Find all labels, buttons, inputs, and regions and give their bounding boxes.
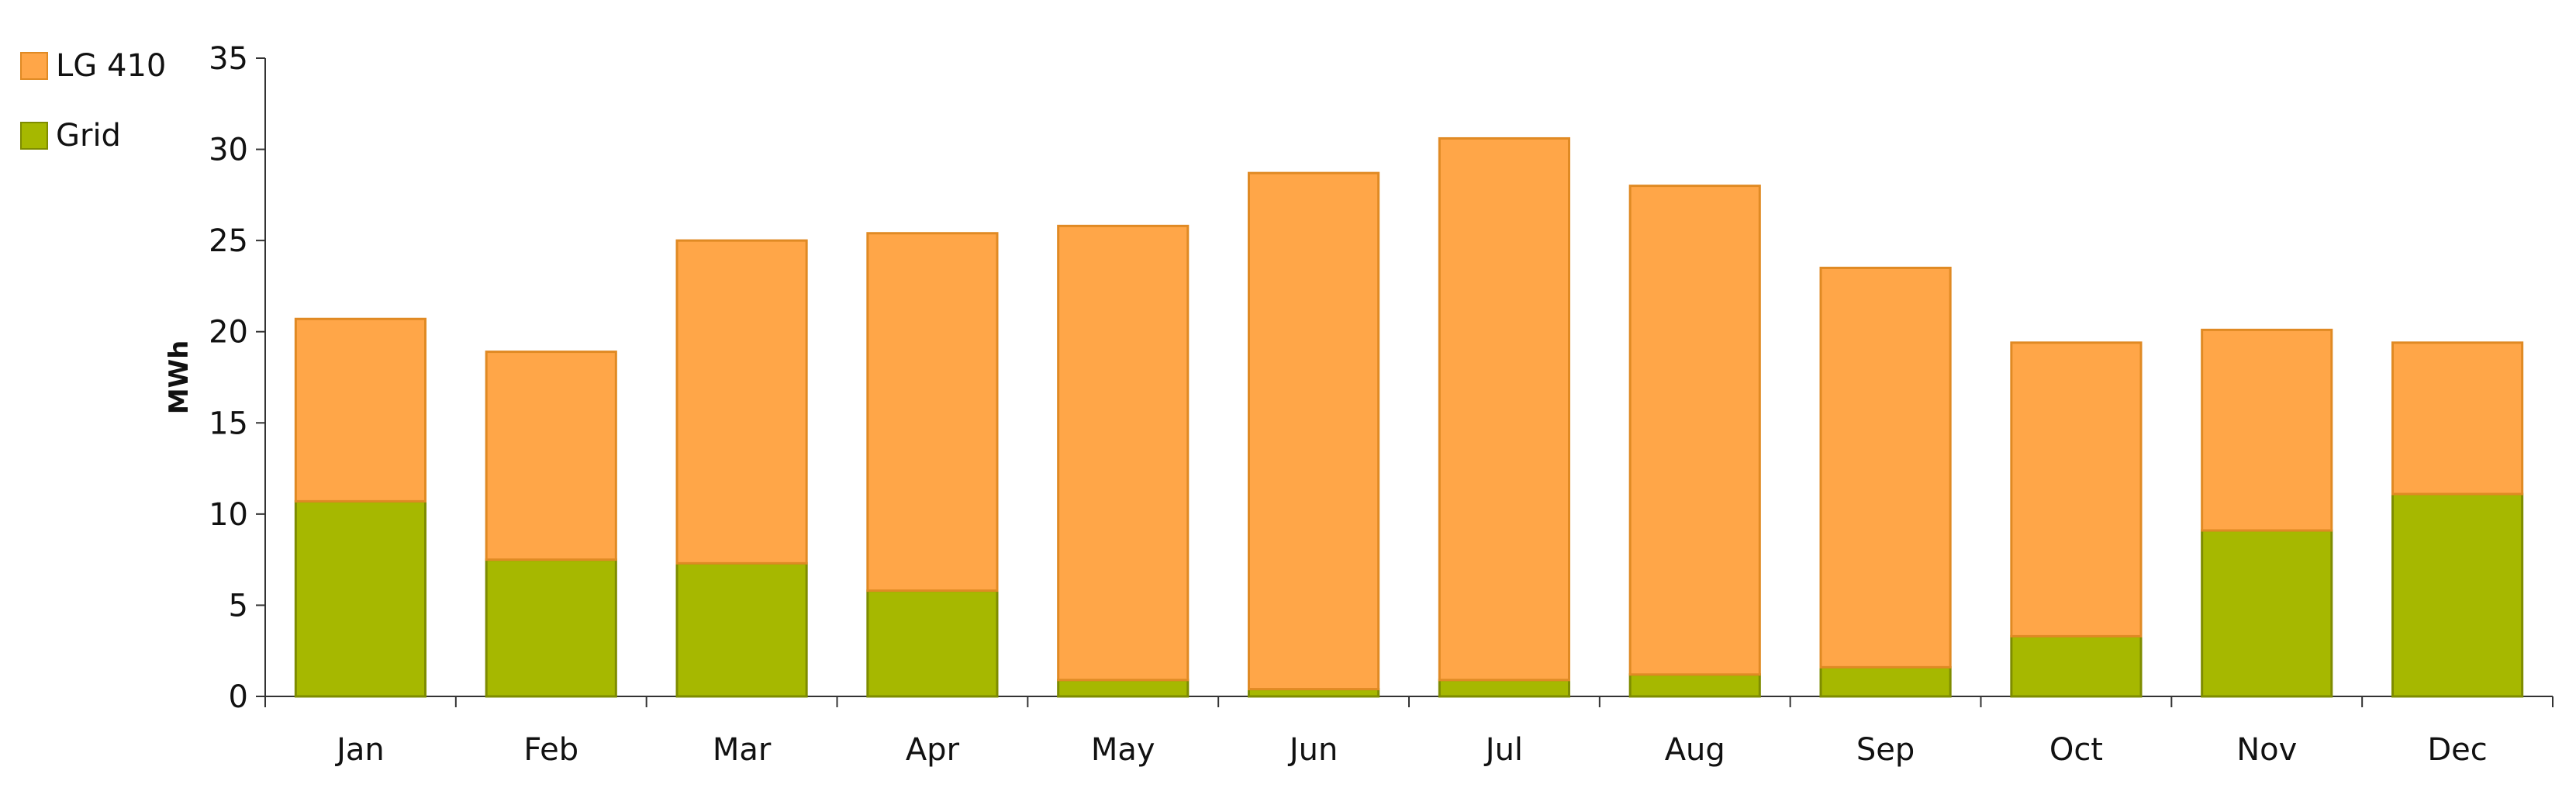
y-tick-label: 30 bbox=[209, 133, 248, 168]
bar-lg410-jan bbox=[294, 317, 427, 503]
y-tick-label: 20 bbox=[209, 315, 248, 351]
x-tick-label: Feb bbox=[523, 732, 578, 768]
legend-label-lg410: LG 410 bbox=[56, 48, 167, 84]
x-tick-label: Mar bbox=[713, 732, 772, 768]
y-tick-label: 10 bbox=[209, 497, 248, 533]
x-tick-label: May bbox=[1091, 732, 1155, 768]
bar-lg410-mar bbox=[675, 239, 808, 565]
bar-grid-aug bbox=[1628, 673, 1761, 698]
bar-grid-apr bbox=[866, 589, 999, 698]
bar-grid-jan bbox=[294, 499, 427, 698]
bar-grid-feb bbox=[485, 558, 617, 698]
y-tick-label: 15 bbox=[209, 406, 248, 441]
y-axis-title: MWh bbox=[164, 340, 195, 415]
bar-grid-mar bbox=[675, 561, 808, 698]
bar-lg410-may bbox=[1057, 224, 1190, 682]
y-tick-label: 0 bbox=[229, 679, 248, 715]
bar-grid-sep bbox=[1819, 665, 1952, 698]
bar-lg410-apr bbox=[866, 232, 999, 592]
bar-lg410-sep bbox=[1819, 266, 1952, 668]
bar-lg410-dec bbox=[2391, 341, 2524, 496]
x-tick-label: Dec bbox=[2427, 732, 2487, 768]
bar-lg410-jul bbox=[1438, 136, 1571, 682]
y-tick-label: 35 bbox=[209, 41, 248, 77]
bar-grid-dec bbox=[2391, 492, 2524, 698]
x-tick-label: Sep bbox=[1856, 732, 1915, 768]
x-tick-label: Nov bbox=[2236, 732, 2297, 768]
x-axis: Jan Feb Mar Apr May Jun Jul Aug Sep Oct Nov Dec bbox=[264, 696, 2554, 768]
x-tick-label: Jul bbox=[1483, 732, 1523, 768]
y-tick-label: 25 bbox=[209, 223, 248, 259]
legend-swatch-lg410 bbox=[20, 52, 48, 80]
x-tick-label: Apr bbox=[906, 732, 960, 768]
bar-lg410-feb bbox=[485, 351, 617, 561]
x-tick-label: Aug bbox=[1665, 732, 1725, 768]
y-axis: 0 5 10 15 20 25 30 35 bbox=[209, 41, 266, 715]
legend-label-grid: Grid bbox=[56, 118, 121, 154]
bar-grid-nov bbox=[2201, 529, 2333, 698]
x-tick-label: Oct bbox=[2049, 732, 2103, 768]
bar-grid-may bbox=[1057, 679, 1190, 698]
bar-grid-oct bbox=[2010, 634, 2143, 698]
y-tick-label: 5 bbox=[229, 588, 248, 624]
x-tick-label: Jun bbox=[1287, 732, 1338, 768]
legend-swatch-grid bbox=[20, 122, 48, 150]
bars bbox=[294, 136, 2524, 698]
legend-item-lg410: LG 410 bbox=[20, 31, 166, 101]
x-tick-label: Jan bbox=[334, 732, 385, 768]
legend-item-grid: Grid bbox=[20, 101, 166, 171]
bar-lg410-oct bbox=[2010, 341, 2143, 637]
bar-lg410-nov bbox=[2201, 328, 2333, 532]
bar-lg410-jun bbox=[1248, 171, 1380, 691]
bar-grid-jul bbox=[1438, 679, 1571, 698]
legend: LG 410 Grid bbox=[20, 31, 166, 171]
bar-lg410-aug bbox=[1628, 185, 1761, 676]
